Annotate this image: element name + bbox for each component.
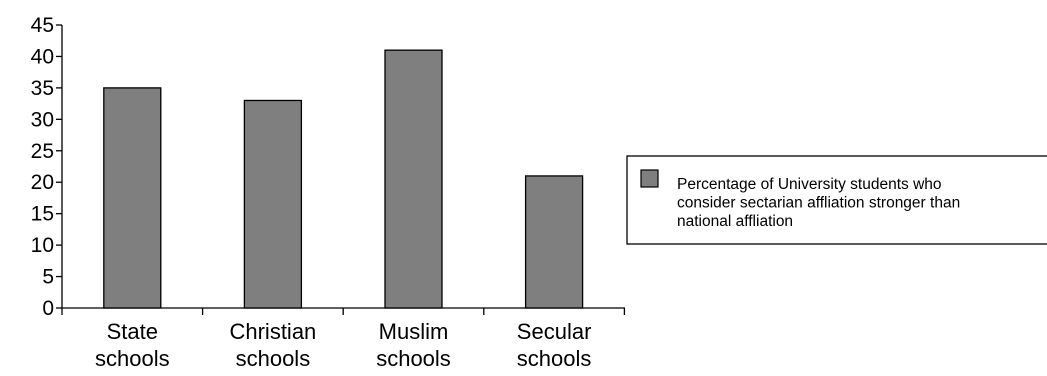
legend-label: national affliation [677,213,793,230]
category-label: Secular [517,319,592,344]
bar [243,99,303,309]
legend-label: consider sectarian affliation stronger t… [677,195,960,212]
y-tick-label: 30 [31,108,54,131]
bar [103,87,162,309]
category-label: schools [376,346,451,371]
legend-box [626,155,1047,245]
y-tick-label: 10 [31,234,54,257]
category-label: schools [517,346,592,371]
x-axis: StateschoolsChristianschoolsMuslimschool… [61,307,626,371]
y-tick-label: 45 [31,14,54,37]
category-label: State [107,319,158,344]
bar [384,49,443,309]
y-tick-label: 15 [31,203,54,226]
y-tick-label: 40 [31,45,54,68]
category-label: schools [236,346,311,371]
bar [524,175,584,309]
category-label: schools [95,346,170,371]
y-tick-label: 0 [42,297,54,320]
legend-swatch [640,169,659,188]
y-tick-label: 20 [31,171,54,194]
category-label: Muslim [379,319,449,344]
y-tick-label: 5 [42,266,54,289]
legend-label: Percentage of University students who [677,176,942,193]
category-label: Christian [229,319,316,344]
y-axis: 0 5 10 15 20 25 30 35 40 45 [31,14,63,320]
legend: Percentage of University students who con… [626,155,1047,245]
y-tick-label: 35 [31,77,54,100]
y-tick-label: 25 [31,140,54,163]
bars [103,49,584,309]
